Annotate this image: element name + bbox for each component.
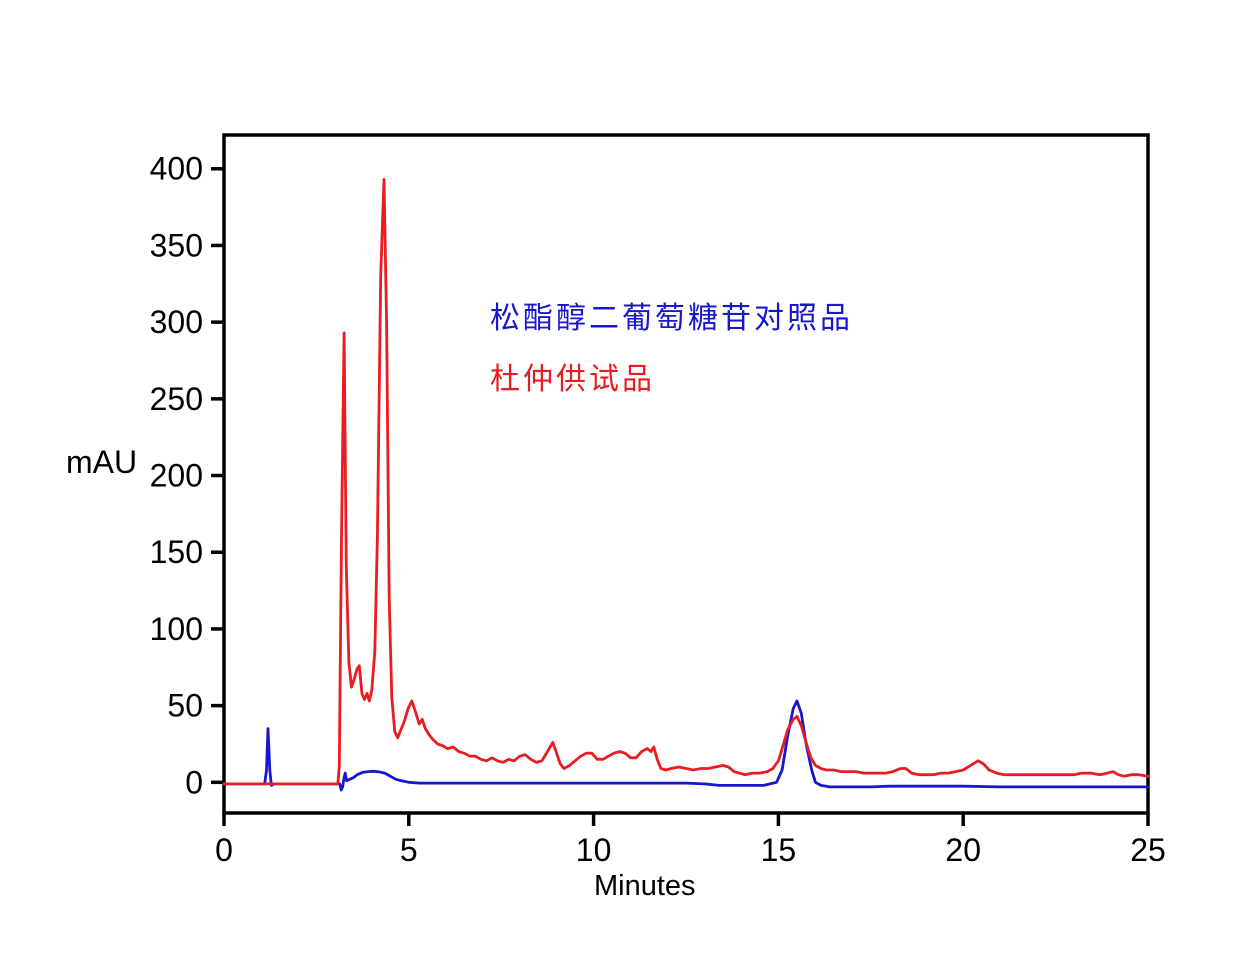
y-tick-label: 50 [167, 688, 203, 724]
trace-test-sample [222, 178, 1150, 786]
y-tick-label: 150 [150, 534, 203, 570]
y-tick-label: 400 [150, 151, 203, 187]
y-tick-label: 200 [150, 458, 203, 494]
x-tick-label: 25 [1130, 832, 1166, 868]
y-tick-label: 250 [150, 381, 203, 417]
x-tick-label: 5 [400, 832, 418, 868]
y-axis-title: mAU [66, 444, 138, 480]
x-tick-label: 10 [576, 832, 612, 868]
plot-border [222, 133, 1150, 815]
y-tick-label: 0 [185, 764, 203, 800]
trace-reference-standard [222, 699, 1150, 792]
y-tick-label: 100 [150, 611, 203, 647]
x-axis-title: Minutes [594, 870, 696, 902]
x-tick-label: 0 [215, 832, 233, 868]
y-tick-label: 350 [150, 227, 203, 263]
legend-label-reference-standard: 松酯醇二葡萄糖苷对照品 [490, 302, 853, 335]
y-tick-label: 300 [150, 304, 203, 340]
x-tick-label: 20 [945, 832, 981, 868]
legend-label-test-sample: 杜仲供试品 [490, 363, 655, 396]
x-tick-label: 15 [761, 832, 797, 868]
